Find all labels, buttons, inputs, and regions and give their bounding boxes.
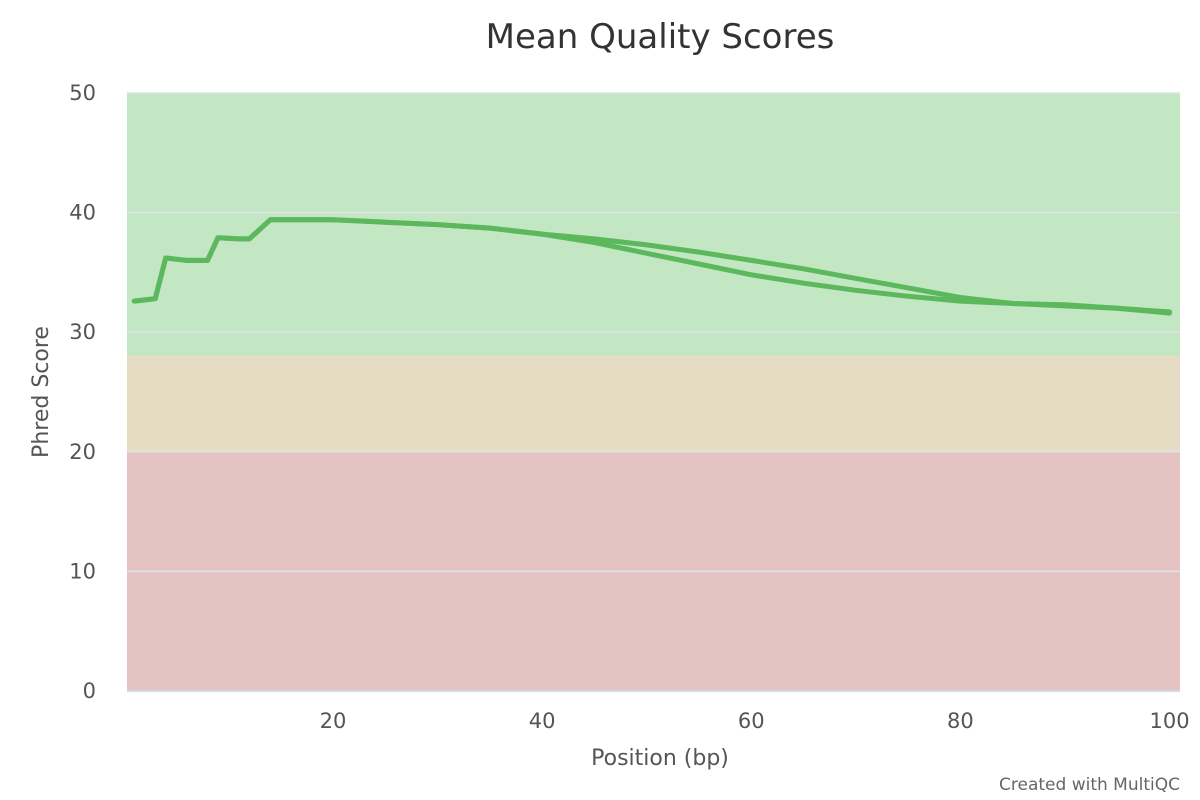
y-tick-label: 40 <box>69 201 96 225</box>
y-tick-label: 30 <box>69 320 96 344</box>
y-tick-label: 10 <box>69 559 96 583</box>
credits-link[interactable]: Created with MultiQC <box>999 775 1180 795</box>
y-tick-label: 20 <box>69 440 96 464</box>
band-1 <box>127 356 1180 452</box>
gridlines <box>127 92 1180 692</box>
y-axis-label: Phred Score <box>29 326 54 458</box>
x-axis-ticks: 20 40 60 80 100 <box>320 709 1190 733</box>
x-tick-label: 100 <box>1149 709 1189 733</box>
y-axis-ticks: 0 10 20 30 40 50 <box>69 81 96 703</box>
x-tick-label: 60 <box>738 709 765 733</box>
x-axis-label: Position (bp) <box>591 746 729 771</box>
x-tick-label: 20 <box>320 709 347 733</box>
series-lines <box>131 217 1172 316</box>
quality-bands <box>127 93 1180 691</box>
y-tick-label: 50 <box>69 81 96 105</box>
x-tick-label: 80 <box>947 709 974 733</box>
series-line-1[interactable] <box>131 217 1172 315</box>
y-tick-label: 0 <box>83 679 96 703</box>
x-tick-label: 40 <box>529 709 556 733</box>
chart-title: Mean Quality Scores <box>486 17 835 57</box>
band-0 <box>127 93 1180 357</box>
